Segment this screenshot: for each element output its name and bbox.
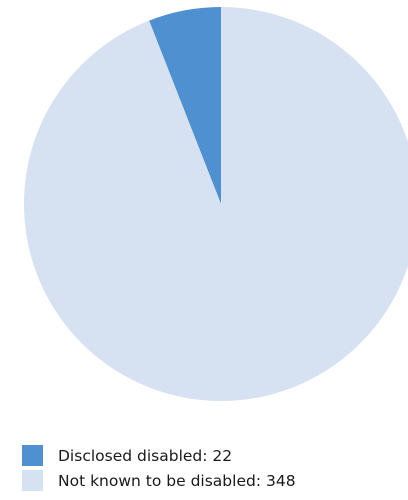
pie-chart xyxy=(24,7,408,401)
pie-slice-not-known-to-be-disabled xyxy=(24,7,408,401)
legend-swatch-disclosed-disabled xyxy=(22,445,43,466)
legend-item-disclosed-disabled: Disclosed disabled: 22 xyxy=(22,443,402,468)
legend-label-disclosed-disabled: Disclosed disabled: 22 xyxy=(58,446,233,465)
legend-item-not-known-disabled: Not known to be disabled: 348 xyxy=(22,468,402,493)
legend-label-not-known-disabled: Not known to be disabled: 348 xyxy=(58,471,296,490)
legend-swatch-not-known-disabled xyxy=(22,470,43,491)
legend: Disclosed disabled: 22 Not known to be d… xyxy=(22,443,402,493)
pie-slice-disclosed-disabled xyxy=(149,7,221,204)
